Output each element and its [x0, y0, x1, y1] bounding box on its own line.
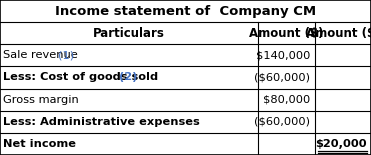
Text: Net income: Net income: [3, 139, 76, 149]
Text: Gross margin: Gross margin: [3, 95, 79, 105]
Text: ($60,000): ($60,000): [254, 73, 310, 82]
Text: Less: Administrative expenses: Less: Administrative expenses: [3, 117, 200, 127]
Text: Amount ($): Amount ($): [249, 27, 324, 40]
Text: Income statement of  Company CM: Income statement of Company CM: [55, 4, 316, 18]
Text: Less: Cost of goods sold: Less: Cost of goods sold: [3, 73, 162, 82]
Text: Amount ($): Amount ($): [306, 27, 371, 40]
Text: (2): (2): [119, 73, 137, 82]
Text: $80,000: $80,000: [263, 95, 310, 105]
Text: Sale revenue: Sale revenue: [3, 50, 81, 60]
Text: (1): (1): [59, 50, 75, 60]
Text: $20,000: $20,000: [315, 139, 367, 149]
Text: $140,000: $140,000: [256, 50, 310, 60]
Text: ($60,000): ($60,000): [254, 117, 310, 127]
Text: Particulars: Particulars: [93, 27, 165, 40]
